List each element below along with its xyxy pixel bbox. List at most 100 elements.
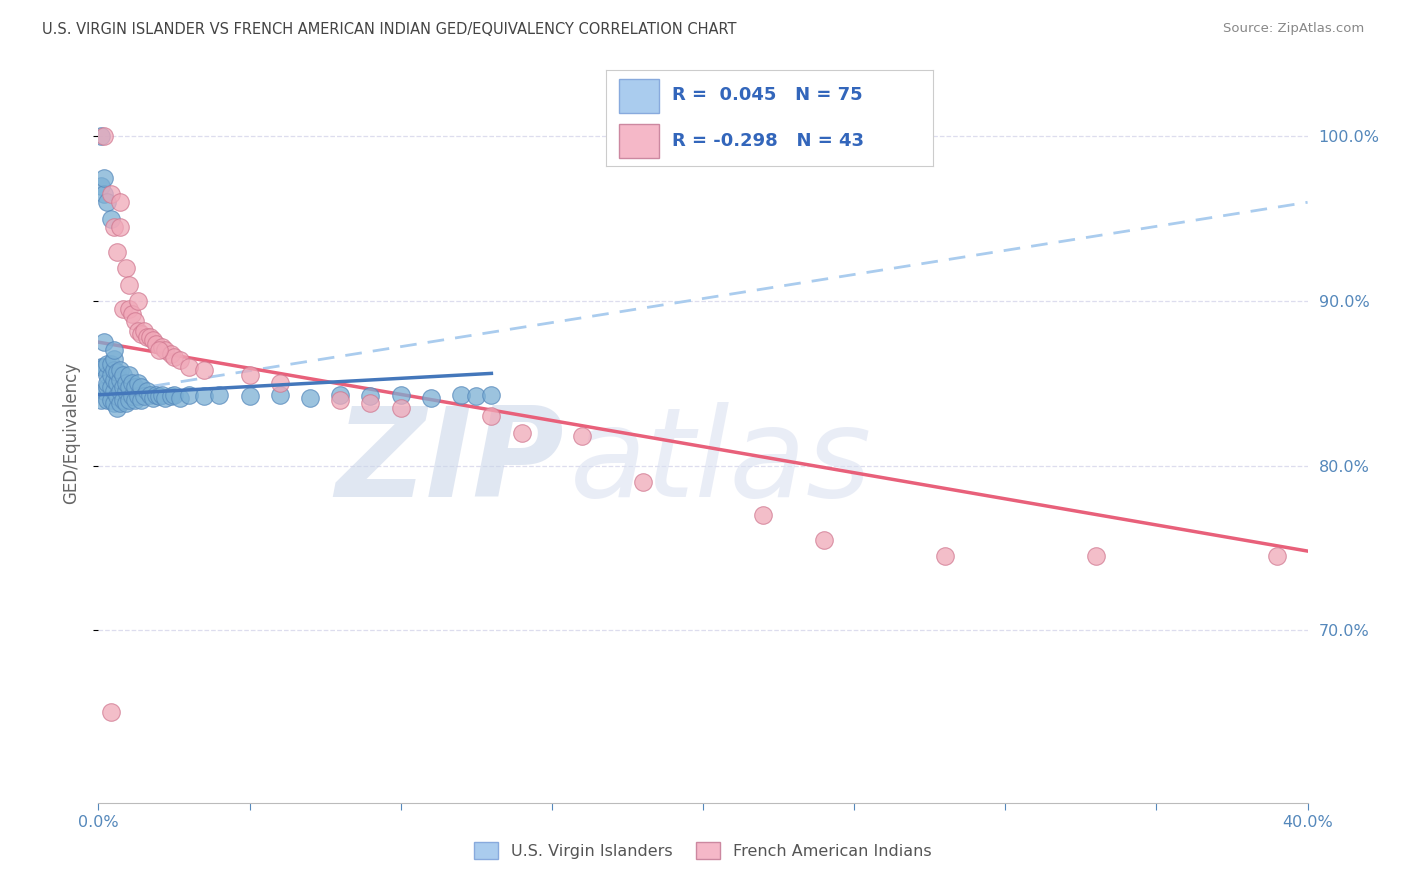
Point [121,389,143,403]
Point [631,475,654,489]
Point [96,195,118,210]
Point [111,302,134,317]
Point [153,343,176,358]
Point [93,335,115,350]
Point [121,376,143,391]
Point [118,277,141,292]
Point [160,346,183,360]
Point [135,330,157,344]
Text: atlas: atlas [569,401,872,523]
Point [114,384,136,399]
Point [142,334,165,348]
Point [145,336,167,351]
Point [752,508,775,522]
Point [389,401,412,415]
Point [100,706,122,720]
Point [127,376,149,391]
Point [179,388,201,402]
Point [108,384,131,399]
Point [118,302,141,317]
Point [93,384,115,399]
Point [105,365,128,379]
Point [813,533,835,547]
Point [1267,549,1289,563]
Point [100,392,122,407]
Point [239,389,262,403]
Point [108,363,131,377]
Point [93,129,115,144]
Point [150,340,173,354]
Point [510,425,533,440]
Point [96,379,118,393]
Text: Source: ZipAtlas.com: Source: ZipAtlas.com [1223,22,1364,36]
Point [169,391,191,405]
Point [360,396,382,410]
Point [93,359,115,374]
Point [163,350,186,364]
Point [360,389,382,403]
Point [108,396,131,410]
Point [114,261,136,276]
Point [193,389,215,403]
Y-axis label: GED/Equivalency: GED/Equivalency [62,361,80,504]
Point [105,389,128,403]
Point [481,409,503,424]
Point [139,388,162,402]
Point [103,363,125,377]
Point [389,388,412,402]
Point [103,343,125,358]
Point [103,351,125,366]
Point [124,392,146,407]
Point [96,357,118,371]
Point [105,401,128,415]
Point [96,392,118,407]
Point [103,396,125,410]
Point [269,376,291,391]
Point [420,391,443,405]
Point [114,396,136,410]
Point [108,219,131,234]
Point [135,384,157,399]
Text: U.S. VIRGIN ISLANDER VS FRENCH AMERICAN INDIAN GED/EQUIVALENCY CORRELATION CHART: U.S. VIRGIN ISLANDER VS FRENCH AMERICAN … [42,22,737,37]
Point [108,195,131,210]
Point [129,392,152,407]
Point [121,307,143,321]
Point [481,388,503,402]
Point [90,392,112,407]
Point [160,389,183,403]
Point [129,379,152,393]
Point [118,379,141,393]
Point [142,391,165,405]
Point [169,353,191,368]
Point [129,326,152,341]
Point [100,379,122,393]
Point [208,388,231,402]
Point [269,388,291,402]
Point [163,388,186,402]
Point [100,211,122,226]
Point [127,324,149,338]
Point [239,368,262,382]
Point [571,429,593,443]
Point [103,373,125,387]
Point [118,368,141,382]
Point [153,391,176,405]
Point [118,392,141,407]
Point [93,187,115,202]
Legend: U.S. Virgin Islanders, French American Indians: U.S. Virgin Islanders, French American I… [468,836,938,865]
Point [299,391,322,405]
Point [90,178,112,193]
Point [100,368,122,382]
Point [148,389,170,403]
Point [179,359,201,374]
Point [103,384,125,399]
Point [329,392,352,407]
Point [90,359,112,374]
Point [132,389,155,403]
Point [96,376,118,391]
Point [124,314,146,328]
Text: ZIP: ZIP [335,401,564,523]
Point [329,388,352,402]
Point [93,170,115,185]
Point [111,368,134,382]
